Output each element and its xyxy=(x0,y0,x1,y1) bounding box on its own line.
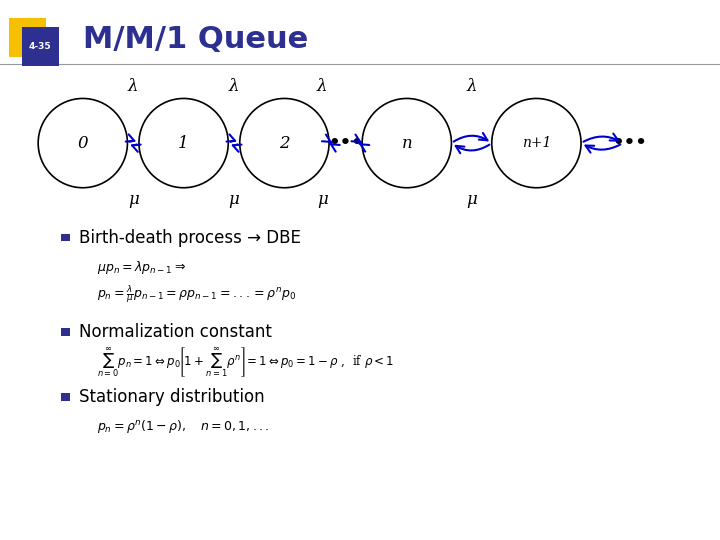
Text: λ: λ xyxy=(467,78,477,95)
Text: μ: μ xyxy=(317,191,328,208)
Text: $p_n = \frac{\lambda}{\mu} p_{n-1} = \rho p_{n-1} = ... = \rho^n p_0$: $p_n = \frac{\lambda}{\mu} p_{n-1} = \rh… xyxy=(97,284,297,305)
Text: λ: λ xyxy=(229,78,239,95)
Text: 2: 2 xyxy=(279,134,289,152)
FancyBboxPatch shape xyxy=(22,27,59,66)
Text: •••: ••• xyxy=(328,134,363,152)
Text: 4-35: 4-35 xyxy=(29,42,52,51)
Text: 0: 0 xyxy=(78,134,88,152)
Text: 1: 1 xyxy=(179,134,189,152)
Ellipse shape xyxy=(362,98,451,188)
Bar xyxy=(61,393,71,401)
Text: Birth-death process → DBE: Birth-death process → DBE xyxy=(79,228,301,247)
Text: $\sum_{n=0}^{\infty} p_n = 1 \Leftrightarrow p_0\!\left[1+\sum_{n=1}^{\infty}\rh: $\sum_{n=0}^{\infty} p_n = 1 \Leftrighta… xyxy=(97,345,395,379)
Ellipse shape xyxy=(240,98,329,188)
Text: μ: μ xyxy=(128,191,138,208)
Text: Stationary distribution: Stationary distribution xyxy=(79,388,265,406)
Bar xyxy=(61,234,71,241)
FancyBboxPatch shape xyxy=(9,18,46,57)
Text: $p_n = \rho^n(1-\rho), \quad n = 0, 1, ...$: $p_n = \rho^n(1-\rho), \quad n = 0, 1, .… xyxy=(97,418,270,435)
Text: λ: λ xyxy=(128,78,138,95)
Text: λ: λ xyxy=(317,78,328,95)
Ellipse shape xyxy=(38,98,127,188)
Text: n+1: n+1 xyxy=(522,136,551,150)
Text: μ: μ xyxy=(467,191,477,208)
Bar xyxy=(61,328,71,336)
Text: M/M/1 Queue: M/M/1 Queue xyxy=(83,25,308,55)
Text: Normalization constant: Normalization constant xyxy=(79,323,272,341)
Ellipse shape xyxy=(139,98,228,188)
Text: $\mu p_n = \lambda p_{n-1} \Rightarrow$: $\mu p_n = \lambda p_{n-1} \Rightarrow$ xyxy=(97,259,186,276)
Ellipse shape xyxy=(492,98,581,188)
Text: n: n xyxy=(402,134,412,152)
Text: μ: μ xyxy=(229,191,239,208)
Text: •••: ••• xyxy=(613,134,647,152)
